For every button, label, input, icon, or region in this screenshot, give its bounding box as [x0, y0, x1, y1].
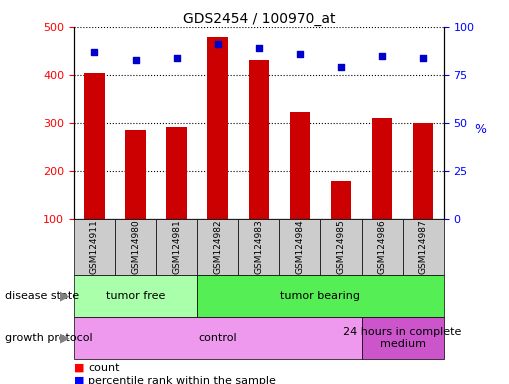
Text: ■: ■ — [74, 376, 84, 384]
Text: GSM124986: GSM124986 — [377, 219, 386, 274]
Text: growth protocol: growth protocol — [5, 333, 93, 343]
Point — [377, 53, 385, 59]
Bar — [248, 60, 269, 219]
Text: ■: ■ — [74, 363, 84, 373]
Text: GSM124985: GSM124985 — [336, 219, 345, 274]
Text: GSM124980: GSM124980 — [131, 219, 140, 274]
Bar — [289, 112, 309, 219]
Text: GSM124911: GSM124911 — [90, 219, 99, 274]
Text: tumor bearing: tumor bearing — [280, 291, 360, 301]
Text: count: count — [88, 363, 120, 373]
Point — [295, 51, 303, 57]
Bar — [412, 123, 433, 219]
Title: GDS2454 / 100970_at: GDS2454 / 100970_at — [182, 12, 334, 26]
Text: GSM124984: GSM124984 — [295, 219, 304, 274]
Text: tumor free: tumor free — [106, 291, 165, 301]
Text: control: control — [198, 333, 237, 343]
Point — [213, 41, 221, 47]
Point — [172, 55, 180, 61]
Bar — [371, 118, 391, 219]
Point — [336, 64, 345, 70]
Text: GSM124982: GSM124982 — [213, 219, 222, 274]
Point — [254, 45, 263, 51]
Point — [418, 55, 427, 61]
Y-axis label: %: % — [473, 123, 485, 136]
Text: ▶: ▶ — [61, 289, 70, 302]
Point — [90, 49, 98, 55]
Text: GSM124983: GSM124983 — [254, 219, 263, 274]
Bar — [330, 182, 351, 219]
Point — [131, 56, 139, 63]
Text: 24 hours in complete
medium: 24 hours in complete medium — [343, 327, 461, 349]
Text: GSM124981: GSM124981 — [172, 219, 181, 274]
Bar — [166, 127, 187, 219]
Text: disease state: disease state — [5, 291, 79, 301]
Text: percentile rank within the sample: percentile rank within the sample — [88, 376, 275, 384]
Bar — [207, 38, 228, 219]
Text: ▶: ▶ — [61, 331, 70, 344]
Bar — [125, 130, 146, 219]
Text: GSM124987: GSM124987 — [418, 219, 427, 274]
Bar — [84, 73, 104, 219]
